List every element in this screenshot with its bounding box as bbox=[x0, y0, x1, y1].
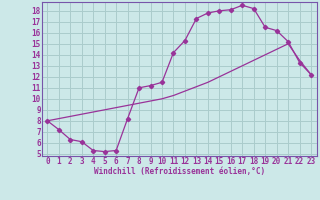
X-axis label: Windchill (Refroidissement éolien,°C): Windchill (Refroidissement éolien,°C) bbox=[94, 167, 265, 176]
